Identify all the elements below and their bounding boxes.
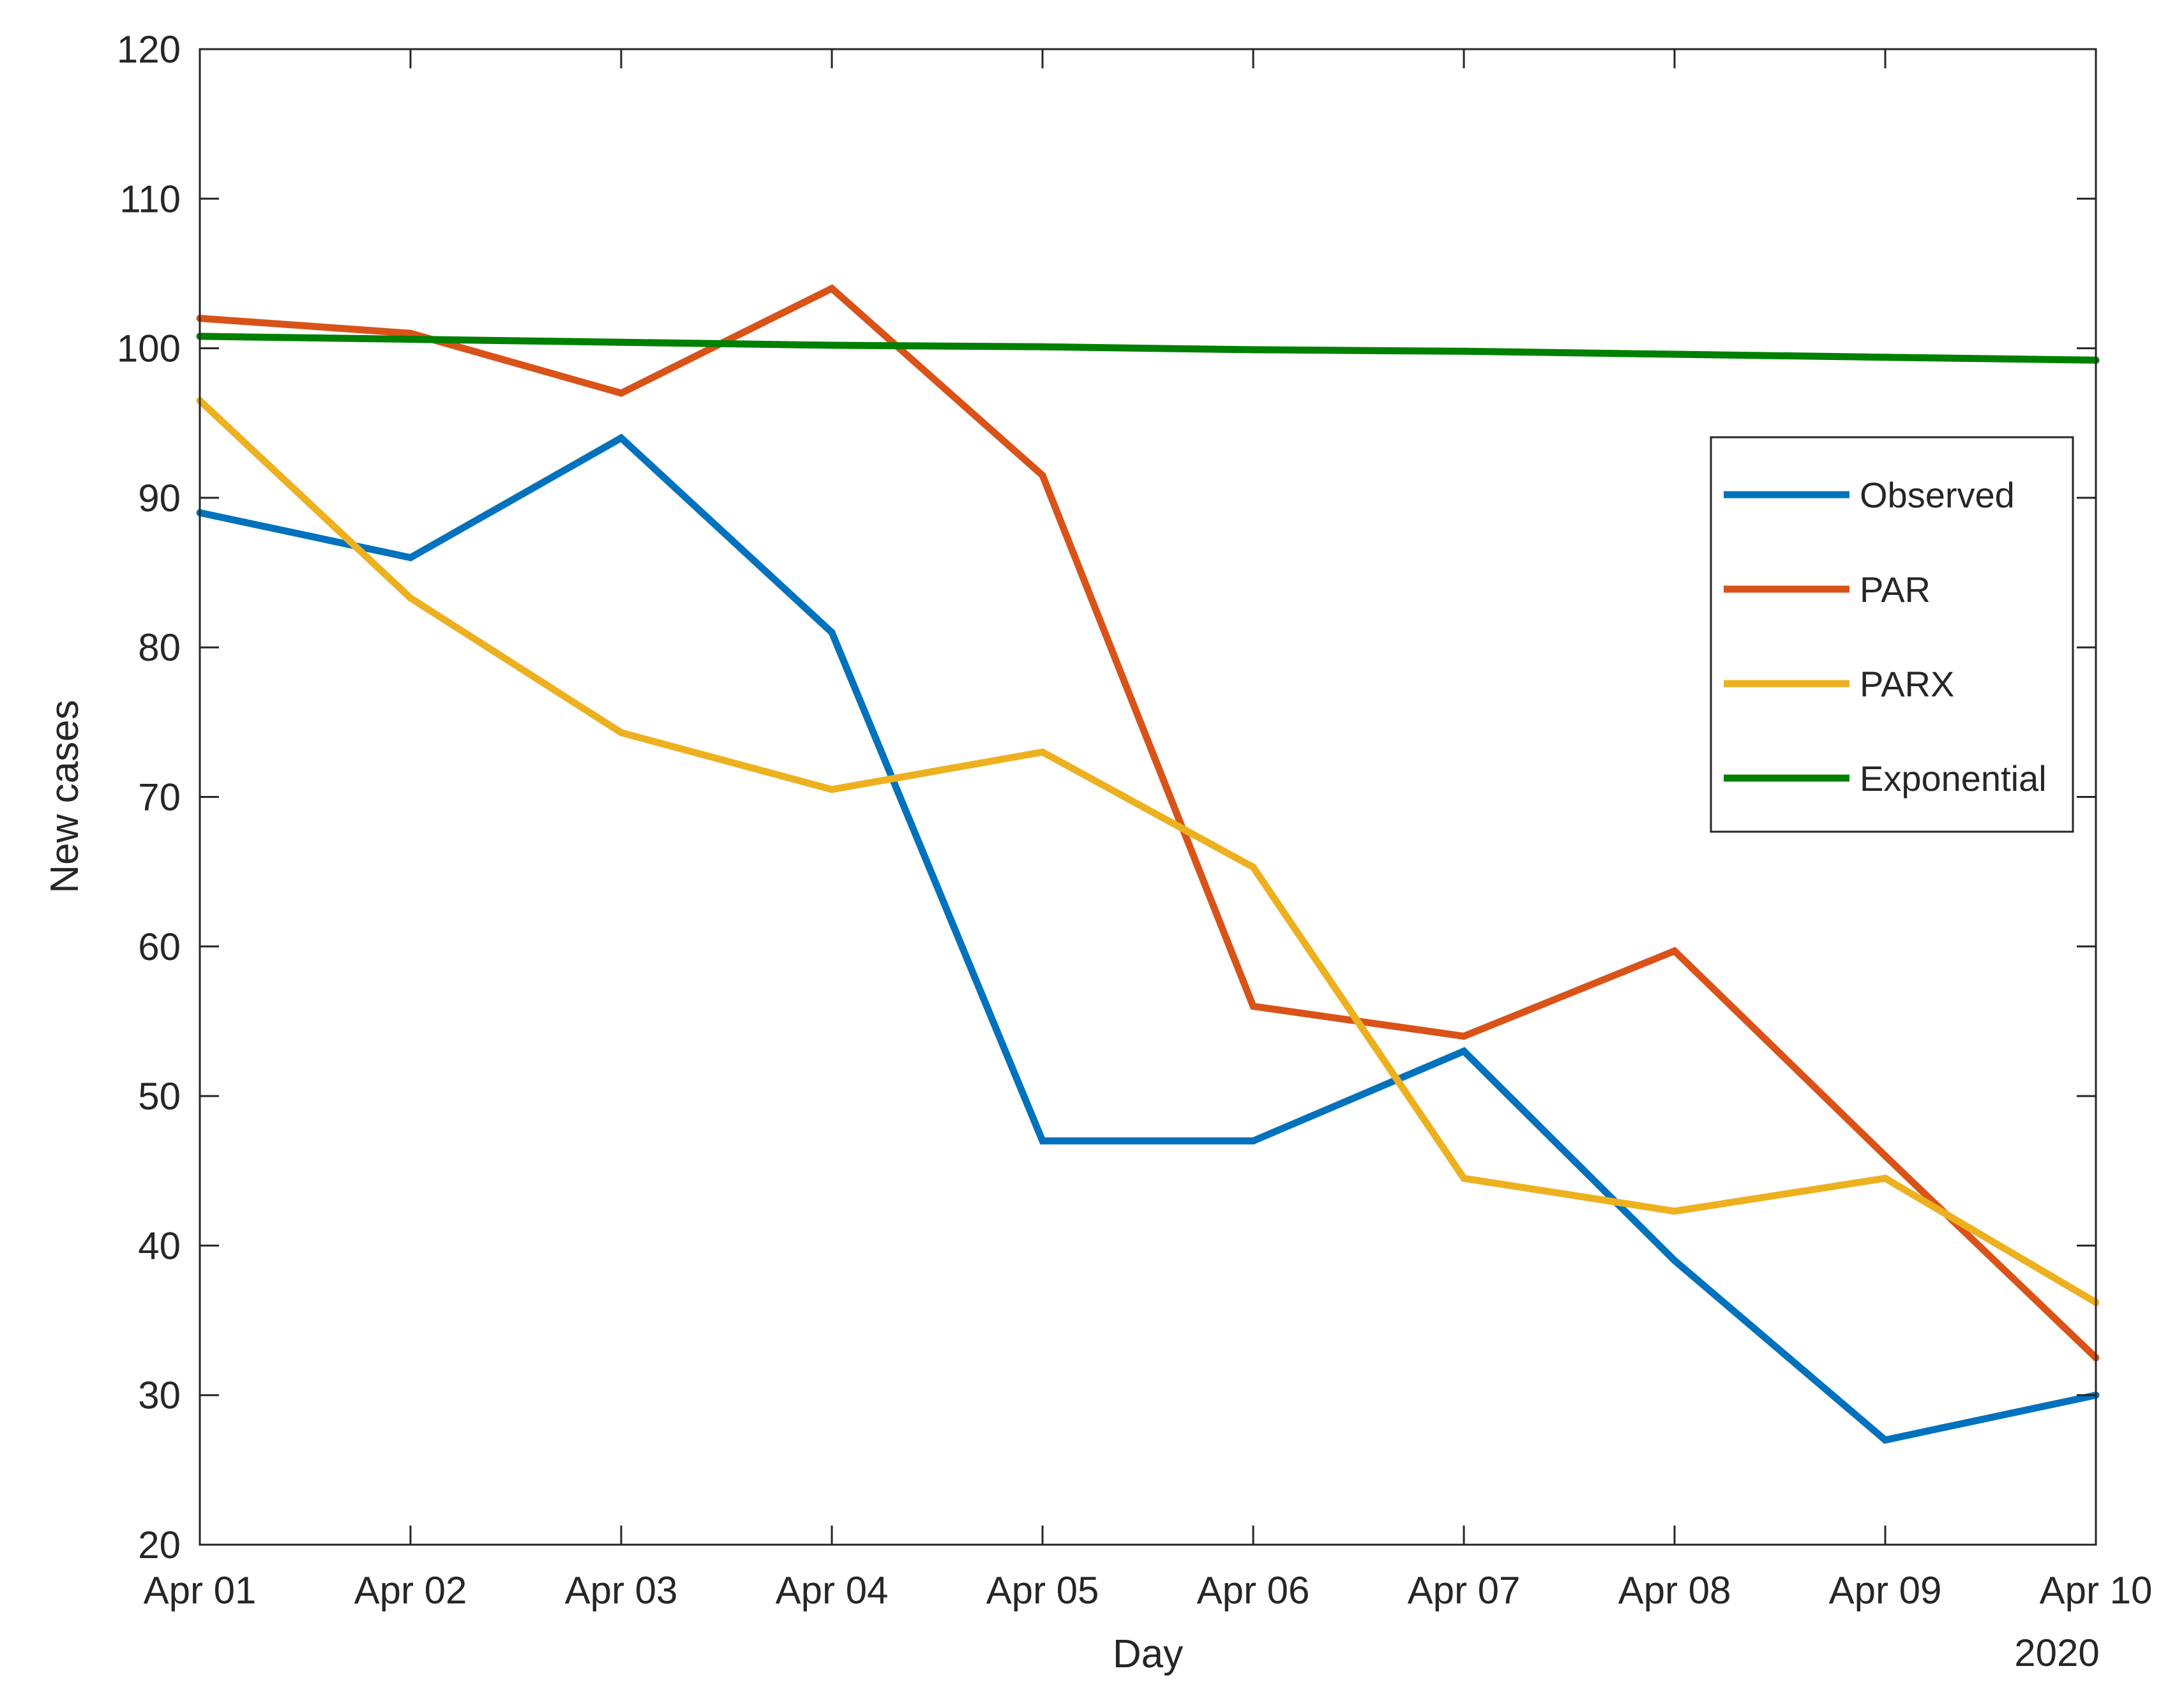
data-point-par <box>407 329 414 337</box>
x-tick-label: Apr 08 <box>1618 1569 1731 1612</box>
data-point-observed <box>1881 1436 1889 1444</box>
data-point-parx <box>1671 1208 1678 1215</box>
data-point-parx <box>1881 1174 1889 1182</box>
x-tick-label: Apr 04 <box>776 1569 889 1612</box>
series-line-parx <box>197 398 2098 1306</box>
data-point-observed <box>1249 1137 1257 1144</box>
data-point-exponential <box>617 338 625 346</box>
data-point-observed <box>1671 1257 1678 1264</box>
data-point-exponential <box>1671 350 1678 358</box>
legend-box <box>1710 436 2074 833</box>
series-layer <box>196 284 2100 1444</box>
y-tick-label: 80 <box>138 626 181 669</box>
data-point-parx <box>407 594 414 602</box>
data-point-parx <box>1039 748 1046 756</box>
data-point-par <box>617 389 625 397</box>
series-line-observed <box>199 433 2097 1444</box>
data-point-par <box>1881 1152 1889 1160</box>
series-line-par <box>199 284 2098 1361</box>
x-tick-label: Apr 10 <box>2040 1569 2153 1612</box>
y-tick-label: 30 <box>138 1374 181 1417</box>
legend-label: PAR <box>1860 569 1931 610</box>
x-tick-label: Apr 09 <box>1829 1569 1942 1612</box>
data-point-par <box>1249 1003 1257 1010</box>
y-tick-label: 70 <box>138 776 181 819</box>
data-point-exponential <box>1039 343 1046 350</box>
y-tick-label: 20 <box>138 1524 181 1566</box>
x-tick-label: Apr 06 <box>1197 1569 1310 1612</box>
data-point-par <box>1671 947 1678 955</box>
y-tick-label: 100 <box>117 327 181 370</box>
y-tick-label: 50 <box>138 1075 181 1118</box>
data-point-par <box>1460 1032 1468 1040</box>
x-axis-title: Day <box>1113 1632 1183 1676</box>
x-axis-year-label: 2020 <box>2014 1632 2099 1674</box>
y-tick-label: 120 <box>117 28 181 71</box>
x-tick-label: Apr 07 <box>1408 1569 1521 1612</box>
y-tick-label: 110 <box>119 177 181 220</box>
series-line-exponential <box>199 333 2097 364</box>
y-tick-label: 40 <box>138 1224 181 1267</box>
data-point-exponential <box>407 336 414 343</box>
legend-label: PARX <box>1860 664 1954 704</box>
data-point-parx <box>1460 1174 1468 1182</box>
x-tick-label: Apr 01 <box>144 1569 257 1612</box>
data-point-parx <box>828 786 836 793</box>
data-point-parx <box>617 729 625 737</box>
y-axis-title: New cases <box>43 700 87 893</box>
ticks-layer: 20 30 40 50 60 70 80 90 100 110 120 Apr 01 Apr 02 Apr… <box>117 28 2153 1612</box>
data-point-observed <box>617 434 625 442</box>
x-tick-label: Apr 05 <box>986 1569 1099 1612</box>
y-tick-label: 60 <box>138 926 181 968</box>
legend-label: Observed <box>1860 475 2015 515</box>
data-point-exponential <box>1460 347 1468 355</box>
data-point-exponential <box>828 341 836 349</box>
data-point-exponential <box>1249 346 1257 354</box>
data-point-observed <box>828 629 836 636</box>
y-tick-label: 90 <box>138 477 181 520</box>
data-point-parx <box>1249 864 1257 871</box>
data-point-par <box>1039 472 1046 479</box>
x-tick-label: Apr 02 <box>354 1569 467 1612</box>
legend: Observed PAR PARX Exponential <box>1710 436 2074 833</box>
data-point-observed <box>1039 1137 1046 1144</box>
legend-label: Exponential <box>1860 758 2047 799</box>
legend-items: Observed PAR PARX Exponential <box>1724 475 2047 799</box>
data-point-exponential <box>1881 354 1889 361</box>
data-point-observed <box>407 554 414 562</box>
data-point-observed <box>1460 1047 1468 1055</box>
data-point-par <box>828 285 836 292</box>
x-tick-label: Apr 03 <box>565 1569 678 1612</box>
